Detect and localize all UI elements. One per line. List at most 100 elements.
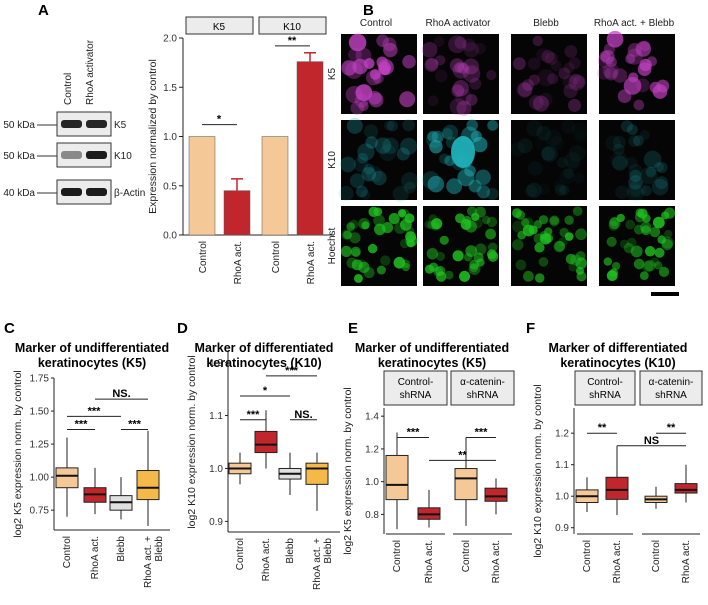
micro-cell — [348, 47, 362, 62]
micro-cell — [616, 213, 625, 223]
blot-marker-label: 40 kDa — [3, 188, 35, 199]
micro-cell — [644, 246, 656, 257]
micro-cell — [399, 238, 410, 249]
y-tick-label: 2.0 — [163, 34, 177, 45]
chart-title: Marker of undifferentiated — [15, 341, 169, 355]
micro-cell — [373, 214, 385, 227]
micro-cell — [361, 221, 370, 230]
micro-cell — [340, 245, 352, 257]
x-tick-label: RhoA act. — [306, 241, 317, 284]
blot-row-label: K5 — [114, 120, 127, 131]
box — [674, 483, 698, 494]
micro-cell — [575, 257, 588, 270]
micro-cell — [615, 185, 629, 200]
x-tick-label: Control — [582, 540, 593, 572]
facet-strip — [639, 370, 703, 406]
panel-label-a: A — [38, 2, 49, 19]
micro-cell — [374, 137, 392, 154]
micro-cell — [526, 182, 542, 198]
micro-cell — [626, 124, 638, 136]
micro-cell — [628, 72, 639, 83]
micro-cell — [640, 166, 658, 185]
micro-cell — [364, 124, 379, 139]
micro-cell — [628, 175, 643, 190]
micro-cell — [517, 138, 533, 154]
x-tick-label: Blebb — [323, 538, 334, 564]
micro-cell — [487, 251, 499, 262]
micro-cell — [563, 168, 574, 179]
micro-cell — [363, 163, 375, 175]
micro-cell — [406, 239, 415, 248]
micro-cell — [376, 265, 386, 275]
micro-cell — [439, 235, 449, 245]
micro-cell — [398, 209, 407, 218]
significance-label: NS — [644, 435, 659, 447]
micro-cell — [534, 242, 545, 253]
micro-cell — [564, 45, 578, 58]
micro-cell — [532, 95, 549, 112]
blot-band — [86, 188, 107, 196]
significance-label: *** — [88, 405, 102, 417]
micro-cell — [541, 146, 556, 161]
micro-cell — [465, 245, 478, 257]
chart-title: Marker of differentiated — [195, 341, 334, 355]
micro-cell — [350, 246, 361, 257]
micro-cell — [620, 120, 634, 133]
x-tick-label: Blebb — [116, 536, 127, 562]
micro-cell — [527, 57, 541, 70]
micro-row-label: K10 — [327, 151, 338, 169]
x-tick-label: Blebb — [285, 538, 296, 564]
micro-cell — [448, 35, 466, 54]
micro-cell — [602, 62, 619, 79]
y-tick-label: 1.2 — [555, 429, 569, 440]
micro-column-label: RhoA act. + Blebb — [594, 18, 675, 29]
facet-label: K10 — [283, 22, 301, 33]
micro-row-label: K5 — [327, 67, 338, 80]
box — [484, 487, 508, 502]
micro-cell — [369, 69, 381, 80]
micro-cell — [641, 185, 652, 197]
micro-cell — [457, 169, 475, 187]
micro-cell — [421, 41, 438, 58]
micro-cell — [386, 120, 399, 132]
significance-label: ** — [458, 449, 467, 461]
micro-cell — [382, 222, 394, 234]
blot-lane-label: Control — [63, 73, 74, 105]
micro-cell — [642, 214, 651, 223]
micro-cell — [512, 220, 524, 233]
micro-cell — [576, 271, 587, 282]
facet-label: shRNA — [655, 390, 687, 401]
micro-cell — [444, 270, 454, 280]
blot-band — [61, 120, 82, 128]
micro-cell — [599, 50, 611, 62]
micro-cell — [431, 130, 444, 143]
micro-cell — [612, 68, 628, 83]
micro-column-label: RhoA activator — [425, 18, 491, 29]
micro-cell — [610, 151, 629, 170]
micro-cell — [564, 232, 574, 241]
micro-cell — [355, 84, 373, 102]
x-tick-label: Control — [271, 241, 282, 273]
micro-cell — [637, 62, 652, 77]
micro-cell — [475, 169, 491, 186]
micro-cell — [605, 135, 621, 151]
y-tick-label: 1.0 — [365, 477, 379, 488]
micro-cell — [349, 173, 365, 189]
micro-cell — [527, 161, 543, 176]
box — [454, 468, 478, 501]
micro-cell — [550, 60, 562, 72]
box — [605, 476, 629, 500]
micro-cell — [612, 261, 621, 271]
bar — [261, 136, 289, 236]
micro-cell — [424, 264, 435, 274]
micro-cell — [664, 229, 673, 239]
micro-cell — [575, 251, 586, 261]
micro-cell — [568, 98, 582, 112]
micro-cell — [633, 224, 644, 235]
micro-image — [511, 120, 587, 200]
micro-cell — [606, 56, 617, 68]
micro-cell — [533, 233, 544, 244]
box — [254, 430, 278, 454]
micro-cell — [517, 230, 526, 240]
